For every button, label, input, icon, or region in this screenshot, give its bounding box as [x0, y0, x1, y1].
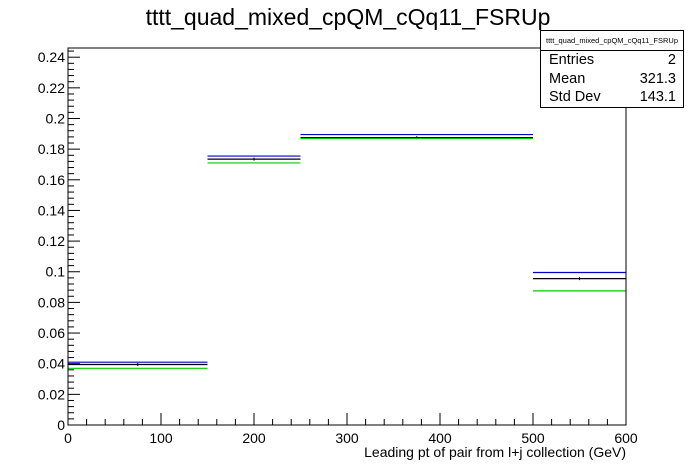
y-tick-label: 0.14 [38, 202, 65, 218]
x-tick-label: 0 [64, 430, 72, 446]
y-tick-label: 0.08 [38, 294, 65, 310]
y-tick-label: 0.06 [38, 325, 65, 341]
y-tick-label: 0 [57, 417, 65, 433]
x-axis-label: Leading pt of pair from l+j collection (… [364, 444, 626, 460]
y-tick-label: 0.24 [38, 49, 65, 65]
stats-value: 143.1 [639, 89, 676, 105]
stats-box: tttt_quad_mixed_cpQM_cQq11_FSRUp Entries… [540, 30, 684, 108]
y-tick-label: 0.16 [38, 172, 65, 188]
stats-value: 2 [667, 52, 676, 68]
stats-box-name: tttt_quad_mixed_cpQM_cQq11_FSRUp [541, 31, 683, 51]
stats-label: Mean [549, 70, 586, 87]
y-tick-label: 0.22 [38, 80, 65, 96]
chart-title: tttt_quad_mixed_cpQM_cQq11_FSRUp [145, 4, 551, 30]
x-tick-label: 100 [149, 430, 173, 446]
stats-value: 321.3 [639, 70, 676, 87]
y-tick-label: 0.18 [38, 141, 65, 157]
x-tick-label: 400 [428, 430, 452, 446]
x-tick-label: 600 [614, 430, 638, 446]
y-tick-label: 0.2 [46, 110, 66, 126]
stats-row-mean: Mean 321.3 [541, 70, 683, 89]
histogram-series [68, 133, 626, 369]
y-tick-label: 0.04 [38, 356, 65, 372]
y-tick-label: 0.12 [38, 233, 65, 249]
y-tick-label: 0.1 [46, 264, 66, 280]
x-tick-label: 200 [242, 430, 266, 446]
stats-label: Entries [549, 52, 595, 68]
x-tick-label: 300 [335, 430, 359, 446]
stats-row-stddev: Std Dev 143.1 [541, 88, 683, 107]
stats-label: Std Dev [549, 89, 601, 105]
stats-row-entries: Entries 2 [541, 51, 683, 70]
y-tick-label: 0.02 [38, 386, 65, 402]
axes: 0 100 200 300 400 500 600 0 0.02 0.04 0.06 0.08 0.1 0… [38, 47, 638, 446]
x-tick-label: 500 [521, 430, 545, 446]
